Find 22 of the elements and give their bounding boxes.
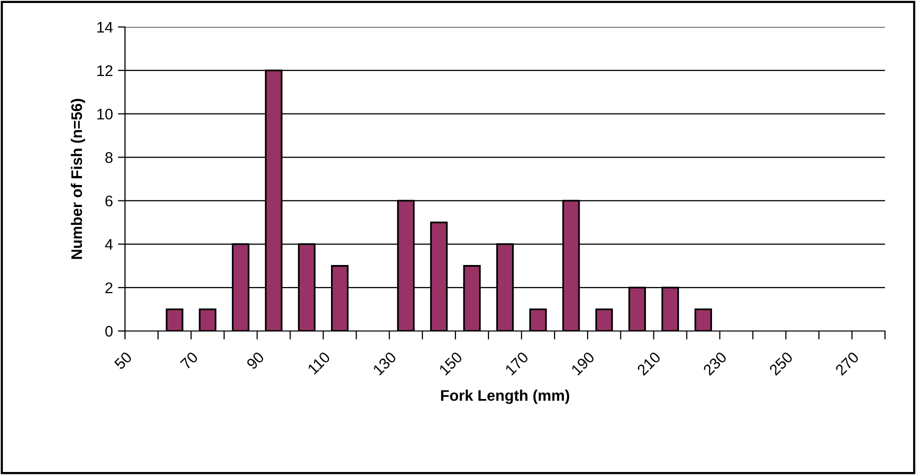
x-tick-label: 230 xyxy=(702,351,728,376)
y-tick-label: 4 xyxy=(105,239,113,250)
x-tick-label: 250 xyxy=(768,351,794,376)
x-tick-label: 110 xyxy=(307,351,331,375)
x-tick-label: 270 xyxy=(834,351,860,376)
x-tick-label: 50 xyxy=(114,351,133,370)
x-tick-label: 150 xyxy=(438,351,463,376)
y-tick-label: 14 xyxy=(97,22,113,33)
y-tick-label: 6 xyxy=(105,196,113,206)
x-tick-label: 130 xyxy=(372,351,397,376)
y-tick-label: 8 xyxy=(105,152,113,163)
y-tick-label: 2 xyxy=(105,282,112,294)
y-tick-label: 0 xyxy=(105,326,113,337)
y-tick-label: 12 xyxy=(97,65,112,76)
y-tick-label: 10 xyxy=(97,108,113,120)
y-axis-title: Number of Fish (n=56) xyxy=(70,98,86,259)
x-tick-label: 170 xyxy=(504,351,530,376)
x-tick-label: 210 xyxy=(636,351,662,376)
x-tick-label: 90 xyxy=(246,351,265,370)
x-tick-label: 70 xyxy=(180,351,199,370)
x-axis-title: Fork Length (mm) xyxy=(441,390,570,404)
x-tick-label: 190 xyxy=(570,351,596,376)
